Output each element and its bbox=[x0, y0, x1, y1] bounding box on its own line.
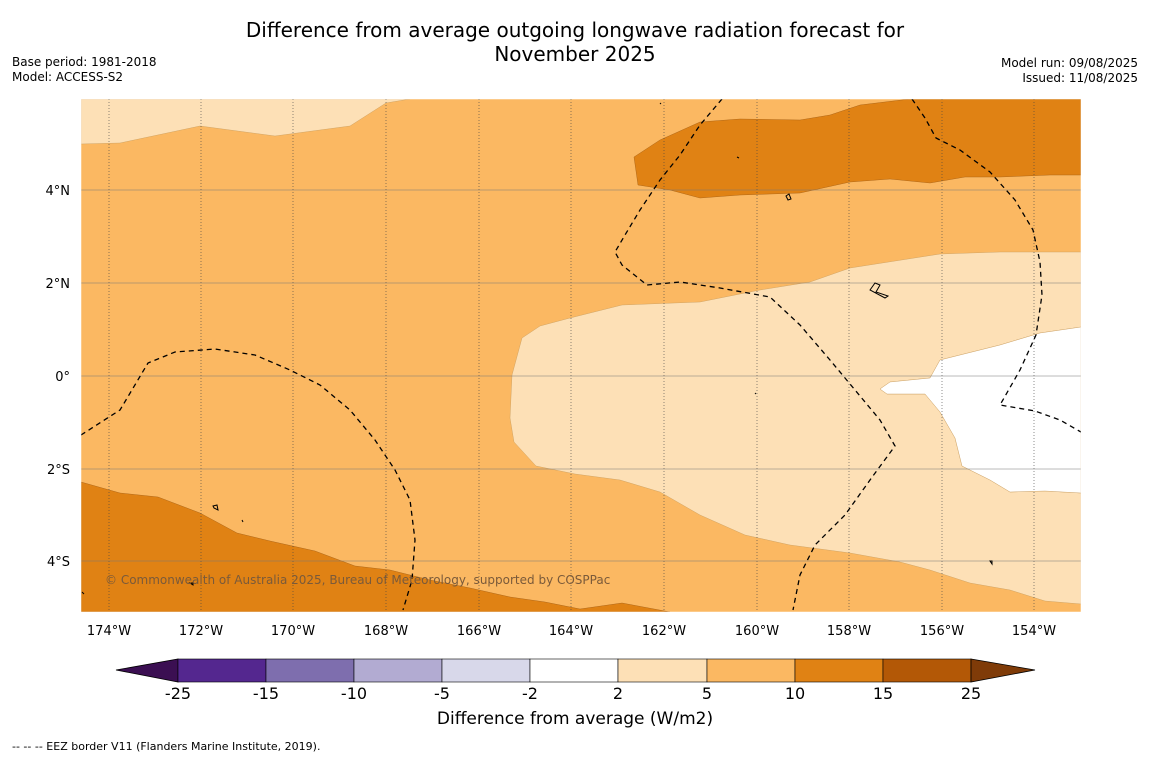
lon-label: 174°W bbox=[87, 624, 131, 639]
colorbar-tick-label: 15 bbox=[873, 684, 893, 703]
map-title: Difference from average outgoing longwav… bbox=[0, 18, 1150, 66]
lat-label: 2°S bbox=[47, 463, 70, 478]
colorbar-label: Difference from average (W/m2) bbox=[436, 709, 714, 729]
eez-legend-note: -- -- -- EEZ border V11 (Flanders Marine… bbox=[12, 740, 321, 753]
gridlines bbox=[81, 99, 1081, 612]
colorbar-extend-high bbox=[970, 658, 1036, 683]
lat-label: 4°N bbox=[46, 184, 71, 199]
lon-label: 164°W bbox=[549, 624, 593, 639]
colorbar-segment bbox=[794, 658, 884, 683]
meta-right: Model run: 09/08/2025 Issued: 11/08/2025 bbox=[1001, 56, 1138, 86]
colorbar-tick-label: 25 bbox=[961, 684, 981, 703]
band-2-5-northwest bbox=[81, 99, 411, 145]
title-line-1: Difference from average outgoing longwav… bbox=[245, 18, 905, 42]
colorbar-extend-low bbox=[115, 658, 179, 683]
colorbar-segment bbox=[177, 658, 267, 683]
colorbar-tick-label: -25 bbox=[165, 684, 191, 703]
lon-label: 156°W bbox=[920, 624, 964, 639]
colorbar: -25 -15 -10 -5 -2 2 5 10 15 25 bbox=[115, 658, 1036, 703]
colorbar-segment bbox=[617, 658, 708, 683]
lat-label: 4°S bbox=[47, 555, 70, 570]
colorbar-segment bbox=[529, 658, 619, 683]
islands bbox=[81, 102, 993, 595]
lon-label: 154°W bbox=[1012, 624, 1056, 639]
colorbar-tick-label: 10 bbox=[785, 684, 805, 703]
colorbar-tick-label: -2 bbox=[522, 684, 538, 703]
model-run: Model run: 09/08/2025 bbox=[1000, 56, 1138, 70]
plot-frame bbox=[80, 98, 1082, 613]
colorbar-tick-label: -15 bbox=[253, 684, 279, 703]
lon-label: 168°W bbox=[364, 624, 408, 639]
colorbar-segment bbox=[265, 658, 355, 683]
colorbar-tick-label: -5 bbox=[434, 684, 450, 703]
colorbar-tick-label: 5 bbox=[702, 684, 712, 703]
colorbar-tick-label: 2 bbox=[613, 684, 623, 703]
longitude-labels: 174°W 172°W 170°W 168°W 166°W 164°W 162°… bbox=[87, 624, 1056, 639]
colorbar-segment bbox=[441, 658, 531, 683]
lon-label: 172°W bbox=[179, 624, 223, 639]
title-line-2: November 2025 bbox=[494, 42, 656, 66]
lat-label: 0° bbox=[55, 370, 70, 385]
colorbar-segment bbox=[706, 658, 796, 683]
eez-borders bbox=[81, 99, 1081, 611]
latitude-labels: 4°N 2°N 0° 2°S 4°S bbox=[46, 184, 71, 570]
copyright-text: © Commonwealth of Australia 2025, Bureau… bbox=[105, 573, 610, 587]
lon-label: 166°W bbox=[457, 624, 501, 639]
lon-label: 158°W bbox=[827, 624, 871, 639]
issued-date: Issued: 11/08/2025 bbox=[1022, 71, 1138, 85]
colorbar-segment bbox=[353, 658, 443, 683]
band-neutral-east bbox=[879, 326, 1081, 494]
lon-label: 170°W bbox=[271, 624, 315, 639]
lon-label: 160°W bbox=[735, 624, 779, 639]
colorbar-tick-label: -10 bbox=[341, 684, 367, 703]
colorbar-segment bbox=[882, 658, 972, 683]
lat-label: 2°N bbox=[46, 277, 71, 292]
band-10-15-southwest bbox=[81, 481, 671, 612]
lon-label: 162°W bbox=[642, 624, 686, 639]
model-name: Model: ACCESS-S2 bbox=[12, 70, 124, 84]
colorbar-ticks: -25 -15 -10 -5 -2 2 5 10 15 25 bbox=[165, 684, 981, 703]
band-10-15-northeast bbox=[633, 99, 1081, 199]
map-plot-area bbox=[81, 99, 1081, 612]
meta-left: Base period: 1981-2018 Model: ACCESS-S2 bbox=[12, 55, 157, 85]
base-period: Base period: 1981-2018 bbox=[12, 55, 157, 69]
